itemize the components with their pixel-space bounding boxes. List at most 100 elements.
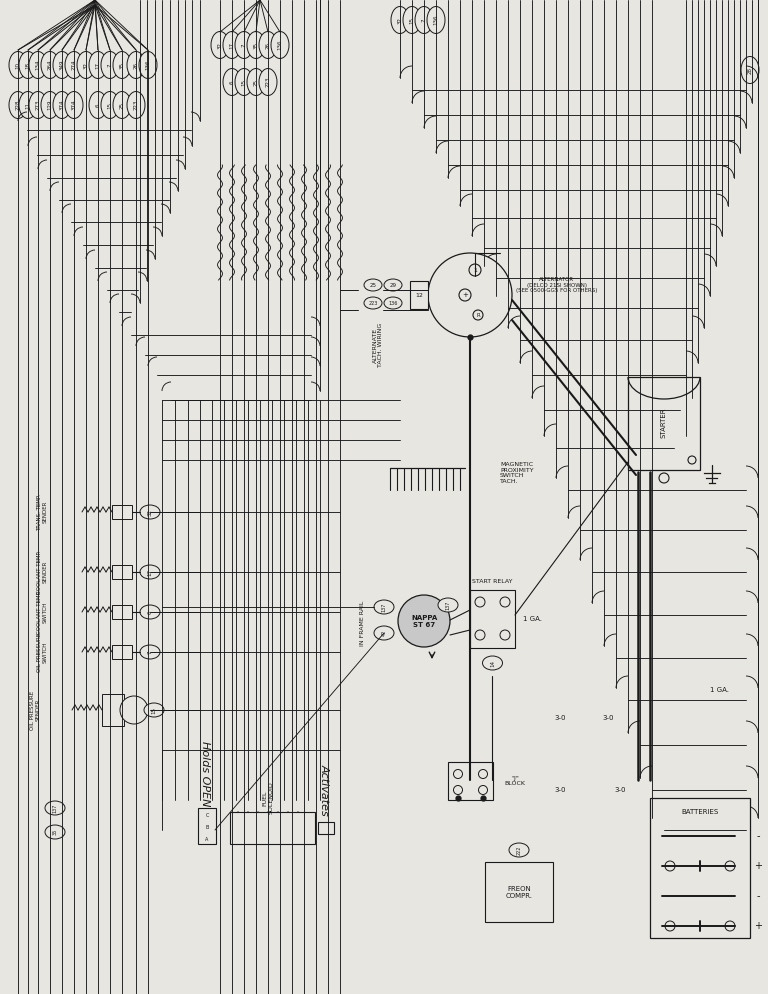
Text: 137: 137 bbox=[52, 803, 58, 813]
Text: 223: 223 bbox=[134, 99, 138, 110]
Text: 3-0: 3-0 bbox=[554, 715, 566, 721]
Ellipse shape bbox=[274, 812, 282, 844]
Text: 137: 137 bbox=[445, 600, 451, 609]
Ellipse shape bbox=[247, 69, 265, 95]
Text: 10: 10 bbox=[15, 62, 21, 69]
Text: 136: 136 bbox=[433, 15, 439, 25]
Text: 349: 349 bbox=[59, 60, 65, 71]
Ellipse shape bbox=[140, 605, 160, 619]
Ellipse shape bbox=[364, 279, 382, 291]
Ellipse shape bbox=[144, 703, 164, 717]
Text: A: A bbox=[205, 837, 209, 842]
Text: BATTERIES: BATTERIES bbox=[681, 809, 719, 815]
Ellipse shape bbox=[374, 626, 394, 640]
Text: 25: 25 bbox=[369, 282, 376, 287]
Circle shape bbox=[665, 861, 675, 871]
Circle shape bbox=[665, 921, 675, 931]
Text: 7: 7 bbox=[422, 18, 426, 22]
Ellipse shape bbox=[140, 505, 160, 519]
Text: -: - bbox=[756, 831, 760, 841]
Ellipse shape bbox=[211, 32, 229, 59]
Circle shape bbox=[398, 595, 450, 647]
Text: 42: 42 bbox=[382, 630, 386, 636]
Text: 32: 32 bbox=[398, 17, 402, 24]
Ellipse shape bbox=[364, 297, 382, 309]
Text: 32: 32 bbox=[84, 62, 88, 69]
Ellipse shape bbox=[9, 52, 27, 79]
Text: NAPPA
ST 67: NAPPA ST 67 bbox=[411, 614, 437, 627]
Circle shape bbox=[478, 769, 488, 778]
Text: 228: 228 bbox=[15, 99, 21, 110]
Text: 129: 129 bbox=[48, 99, 52, 110]
Ellipse shape bbox=[247, 32, 265, 59]
Text: +: + bbox=[462, 292, 468, 298]
Text: "J"
BLOCK: "J" BLOCK bbox=[505, 775, 525, 786]
Ellipse shape bbox=[19, 91, 37, 118]
Text: 3-0: 3-0 bbox=[602, 715, 614, 721]
Text: STARTER: STARTER bbox=[661, 408, 667, 437]
Ellipse shape bbox=[244, 812, 252, 844]
Text: 14: 14 bbox=[490, 659, 495, 667]
Text: Holds OPEN: Holds OPEN bbox=[200, 742, 210, 807]
Text: R: R bbox=[476, 312, 480, 317]
Ellipse shape bbox=[53, 52, 71, 79]
Ellipse shape bbox=[65, 91, 83, 118]
Text: 223: 223 bbox=[266, 77, 270, 87]
Text: IN FRAME RAIL: IN FRAME RAIL bbox=[360, 600, 366, 646]
Text: C: C bbox=[205, 812, 209, 817]
Text: 35: 35 bbox=[52, 829, 58, 835]
Bar bbox=[318, 822, 334, 834]
Text: 15: 15 bbox=[241, 79, 247, 85]
Ellipse shape bbox=[29, 91, 47, 118]
Ellipse shape bbox=[384, 297, 402, 309]
Ellipse shape bbox=[89, 52, 107, 79]
Ellipse shape bbox=[41, 91, 59, 118]
Text: 6: 6 bbox=[230, 81, 234, 83]
Text: 26: 26 bbox=[134, 62, 138, 69]
Ellipse shape bbox=[259, 32, 277, 59]
Text: 15: 15 bbox=[409, 17, 415, 24]
Ellipse shape bbox=[223, 69, 241, 95]
Ellipse shape bbox=[53, 91, 71, 118]
Ellipse shape bbox=[482, 656, 502, 670]
Text: 17: 17 bbox=[147, 569, 153, 576]
Text: 273: 273 bbox=[35, 99, 41, 110]
Text: 32: 32 bbox=[217, 42, 223, 49]
Text: 7: 7 bbox=[108, 64, 112, 67]
Ellipse shape bbox=[284, 812, 292, 844]
Circle shape bbox=[469, 264, 481, 276]
Text: 6: 6 bbox=[95, 103, 101, 106]
Text: 11: 11 bbox=[25, 101, 31, 108]
Text: 26: 26 bbox=[266, 42, 270, 49]
Text: START RELAY: START RELAY bbox=[472, 579, 513, 583]
Text: +: + bbox=[754, 861, 762, 871]
Ellipse shape bbox=[65, 52, 83, 79]
Text: 25: 25 bbox=[120, 101, 124, 108]
Ellipse shape bbox=[235, 69, 253, 95]
Bar bbox=[470, 590, 515, 648]
Text: 136: 136 bbox=[145, 60, 151, 71]
Bar bbox=[198, 808, 216, 844]
Ellipse shape bbox=[140, 565, 160, 579]
Text: 1: 1 bbox=[473, 267, 477, 272]
Circle shape bbox=[453, 785, 462, 794]
Text: TRANS. TEMP.
SENDER: TRANS. TEMP. SENDER bbox=[37, 493, 48, 531]
Text: B: B bbox=[205, 824, 209, 830]
Text: COOLANT TEMP.
SWITCH: COOLANT TEMP. SWITCH bbox=[37, 590, 48, 634]
Bar bbox=[448, 762, 493, 800]
Circle shape bbox=[453, 769, 462, 778]
Circle shape bbox=[459, 289, 471, 301]
Text: 17: 17 bbox=[95, 62, 101, 69]
Text: 15: 15 bbox=[108, 101, 112, 108]
Ellipse shape bbox=[127, 91, 145, 118]
Ellipse shape bbox=[29, 52, 47, 79]
Text: 374: 374 bbox=[59, 99, 65, 110]
Text: 18: 18 bbox=[25, 62, 31, 69]
Text: 137: 137 bbox=[382, 602, 386, 611]
Text: FREON
COMPR.: FREON COMPR. bbox=[505, 886, 532, 899]
Ellipse shape bbox=[415, 7, 433, 34]
Circle shape bbox=[475, 630, 485, 640]
Circle shape bbox=[500, 597, 510, 607]
Circle shape bbox=[659, 473, 669, 483]
Text: 1 GA.: 1 GA. bbox=[524, 616, 542, 622]
